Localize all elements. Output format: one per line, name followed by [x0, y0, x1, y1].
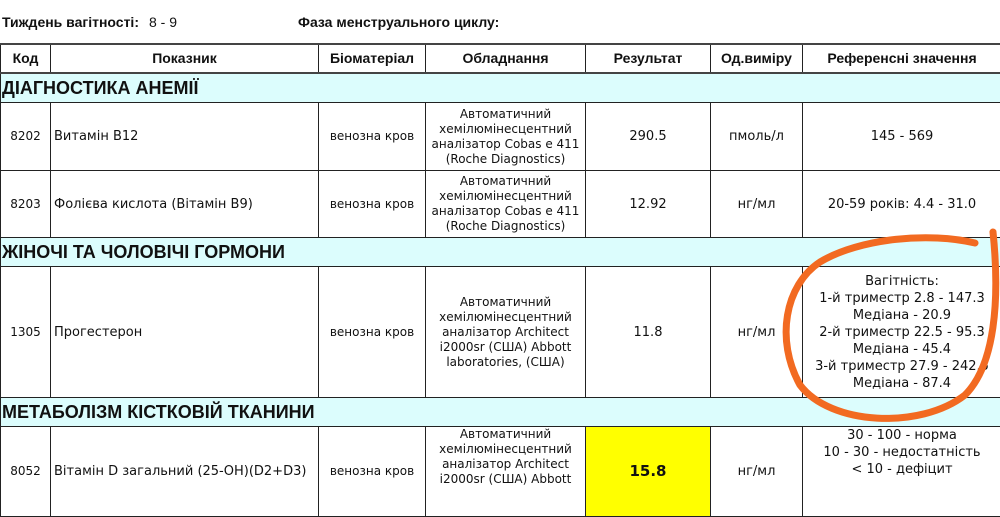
unit-cell: нг/мл: [711, 267, 803, 398]
report-header: Тиждень вагітності:8 - 9 Фаза менструаль…: [2, 14, 177, 30]
equipment-line: i2000sr (США) Abbott: [429, 472, 582, 487]
code-cell: 8052: [1, 427, 51, 517]
reference-line: 2-й триместр 22.5 - 95.3: [806, 324, 998, 341]
reference-cell: 20-59 років: 4.4 - 31.0: [803, 171, 1000, 238]
unit-cell: нг/мл: [711, 427, 803, 517]
equipment-line: i2000sr (США) Abbott: [429, 340, 582, 355]
equipment-line: Автоматичний: [429, 427, 582, 442]
result-cell: 290.5: [586, 103, 711, 171]
indicator-cell: Витамін B12: [51, 103, 319, 171]
equipment-line: laboratories, (США): [429, 355, 582, 370]
reference-line: 10 - 30 - недостатність: [806, 444, 998, 461]
reference-line: 1-й триместр 2.8 - 147.3: [806, 290, 998, 307]
equipment-line: хемілюмінесцентний: [429, 122, 582, 137]
indicator-cell: Фолієва кислота (Вітамін B9): [51, 171, 319, 238]
reference-line: 145 - 569: [806, 128, 998, 145]
column-header: Код: [1, 44, 51, 73]
reference-line: 30 - 100 - норма: [806, 427, 998, 444]
reference-line: Вагітність:: [806, 273, 998, 290]
reference-line: Медіана - 45.4: [806, 341, 998, 358]
column-header: Обладнання: [426, 44, 586, 73]
section-row: ДІАГНОСТИКА АНЕМІЇ: [1, 73, 1000, 103]
result-cell: 11.8: [586, 267, 711, 398]
equipment-line: Автоматичний: [429, 174, 582, 189]
equipment-line: Автоматичний: [429, 107, 582, 122]
biomaterial-cell: венозна кров: [319, 103, 426, 171]
column-header: Результат: [586, 44, 711, 73]
reference-line: < 10 - дефіцит: [806, 461, 998, 478]
result-cell: 12.92: [586, 171, 711, 238]
reference-line: Медіана - 20.9: [806, 307, 998, 324]
column-header: Од.виміру: [711, 44, 803, 73]
equipment-line: Автоматичний: [429, 295, 582, 310]
equipment-line: аналізатор Cobas e 411: [429, 137, 582, 152]
biomaterial-cell: венозна кров: [319, 171, 426, 238]
equipment-line: аналізатор Architect: [429, 457, 582, 472]
indicator-cell: Прогестерон: [51, 267, 319, 398]
cycle-phase-label: Фаза менструального циклу:: [298, 14, 499, 30]
biomaterial-cell: венозна кров: [319, 267, 426, 398]
column-header: Показник: [51, 44, 319, 73]
pregnancy-week-label: Тиждень вагітності:: [2, 14, 139, 30]
column-header: Референсні значення: [803, 44, 1000, 73]
code-cell: 1305: [1, 267, 51, 398]
indicator-cell: Вітамін D загальний (25-OH)(D2+D3): [51, 427, 319, 517]
equipment-line: хемілюмінесцентний: [429, 310, 582, 325]
unit-cell: нг/мл: [711, 171, 803, 238]
section-title: МЕТАБОЛІЗМ КІСТКОВІЙ ТКАНИНИ: [1, 398, 1000, 427]
reference-line: 20-59 років: 4.4 - 31.0: [806, 196, 998, 213]
section-row: ЖІНОЧІ ТА ЧОЛОВІЧІ ГОРМОНИ: [1, 238, 1000, 267]
equipment-line: (Roche Diagnostics): [429, 219, 582, 234]
reference-line: Медіана - 87.4: [806, 375, 998, 392]
code-cell: 8203: [1, 171, 51, 238]
equipment-line: хемілюмінесцентний: [429, 442, 582, 457]
equipment-line: аналізатор Cobas e 411: [429, 204, 582, 219]
column-header: Біоматеріал: [319, 44, 426, 73]
equipment-line: аналізатор Architect: [429, 325, 582, 340]
biomaterial-cell: венозна кров: [319, 427, 426, 517]
section-title: ЖІНОЧІ ТА ЧОЛОВІЧІ ГОРМОНИ: [1, 238, 1000, 267]
pregnancy-week-value: 8 - 9: [149, 14, 177, 30]
equipment-line: хемілюмінесцентний: [429, 189, 582, 204]
reference-line: 3-й триместр 27.9 - 242.5: [806, 358, 998, 375]
code-cell: 8202: [1, 103, 51, 171]
equipment-line: (Roche Diagnostics): [429, 152, 582, 167]
section-row: МЕТАБОЛІЗМ КІСТКОВІЙ ТКАНИНИ: [1, 398, 1000, 427]
unit-cell: пмоль/л: [711, 103, 803, 171]
result-cell: 15.8: [586, 427, 711, 517]
reference-cell: 145 - 569: [803, 103, 1000, 171]
section-title: ДІАГНОСТИКА АНЕМІЇ: [1, 73, 1000, 103]
